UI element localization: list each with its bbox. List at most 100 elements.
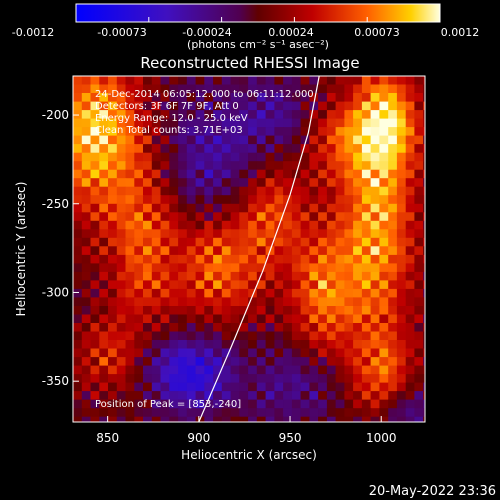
heatmap-cell [300, 169, 310, 179]
heatmap-cell [379, 152, 389, 162]
heatmap-cell [204, 323, 214, 333]
heatmap-cell [213, 195, 223, 205]
heatmap-cell [423, 416, 425, 422]
heatmap-cell [151, 323, 162, 333]
heatmap-cell [204, 135, 214, 145]
heatmap-cell [169, 127, 179, 137]
heatmap-cell [195, 152, 205, 162]
heatmap-cell [423, 391, 425, 401]
heatmap-cell [143, 408, 153, 418]
heatmap-cell [73, 212, 83, 222]
heatmap-cell [388, 399, 398, 409]
footer-date: 20-May-2022 23:36 [369, 484, 496, 499]
heatmap-cell [309, 161, 319, 171]
heatmap-cell [423, 152, 425, 162]
heatmap-cell [125, 280, 135, 290]
heatmap-cell [116, 161, 127, 171]
heatmap-cell [379, 280, 389, 290]
heatmap-cell [300, 229, 310, 239]
heatmap-cell [81, 374, 92, 384]
heatmap-cell [195, 288, 205, 298]
heatmap-cell [99, 297, 109, 307]
heatmap-cell [73, 340, 83, 350]
heatmap-cell [256, 365, 267, 375]
heatmap-cell [221, 297, 232, 307]
heatmap-cell [405, 127, 416, 137]
heatmap-cell [169, 110, 179, 120]
heatmap-cell [90, 254, 100, 264]
heatmap-cell [335, 408, 345, 418]
heatmap-cell [230, 110, 240, 120]
heatmap-cell [195, 118, 205, 128]
heatmap-cell [81, 348, 92, 358]
heatmap-cell [186, 212, 197, 222]
heatmap-cell [396, 348, 407, 358]
heatmap-cell [221, 144, 232, 154]
heatmap-cell [256, 254, 267, 264]
heatmap-cell [388, 220, 398, 230]
heatmap-cell [274, 306, 284, 316]
heatmap-cell [81, 357, 92, 367]
heatmap-cell [204, 110, 214, 120]
heatmap-cell [405, 391, 416, 401]
heatmap-cell [291, 306, 302, 316]
heatmap-cell [396, 246, 407, 256]
heatmap-cell [248, 391, 258, 401]
heatmap-cell [90, 110, 100, 120]
heatmap-cell [178, 340, 188, 350]
heatmap-cell [405, 229, 416, 239]
heatmap-cell [265, 229, 275, 239]
heatmap-cell [143, 152, 153, 162]
heatmap-cell [274, 161, 284, 171]
heatmap-cell [186, 161, 197, 171]
heatmap-cell [221, 84, 232, 94]
heatmap-cell [160, 178, 170, 188]
heatmap-cell [73, 203, 83, 213]
heatmap-cell [73, 186, 83, 196]
heatmap-cell [90, 220, 100, 230]
heatmap-cell [81, 254, 92, 264]
heatmap-cell [221, 110, 232, 120]
heatmap-cell [414, 365, 424, 375]
heatmap-cell [414, 101, 424, 111]
heatmap-cell [353, 152, 363, 162]
heatmap-cell [81, 331, 92, 341]
heatmap-cell [125, 408, 135, 418]
heatmap-cell [256, 101, 267, 111]
heatmap-cell [318, 408, 328, 418]
heatmap-cell [204, 263, 214, 273]
heatmap-cell [283, 178, 293, 188]
heatmap-cell [291, 220, 302, 230]
heatmap-cell [344, 101, 354, 111]
heatmap-cell [370, 280, 380, 290]
heatmap-cell [344, 306, 354, 316]
heatmap-cell [300, 374, 310, 384]
heatmap-cell [335, 271, 345, 281]
heatmap-cell [81, 229, 92, 239]
heatmap-cell [274, 288, 284, 298]
heatmap-cell [274, 391, 284, 401]
heatmap-cell [186, 314, 197, 324]
heatmap-cell [344, 152, 354, 162]
heatmap-cell [143, 203, 153, 213]
heatmap-cell [309, 323, 319, 333]
heatmap-cell [388, 246, 398, 256]
heatmap-cell [230, 220, 240, 230]
heatmap-cell [300, 110, 310, 120]
heatmap-cell [291, 203, 302, 213]
heatmap-cell [134, 271, 144, 281]
heatmap-cell [283, 382, 293, 392]
heatmap-cell [195, 340, 205, 350]
heatmap-cell [361, 118, 372, 128]
heatmap-cell [361, 237, 372, 247]
heatmap-cell [81, 110, 92, 120]
heatmap-cell [344, 331, 354, 341]
heatmap-cell [143, 118, 153, 128]
heatmap-cell [326, 212, 337, 222]
colorbar-units: (photons cm⁻² s⁻¹ asec⁻²) [187, 38, 329, 51]
heatmap-cell [125, 254, 135, 264]
heatmap-cell [370, 118, 380, 128]
heatmap-cell [213, 306, 223, 316]
heatmap-cell [108, 263, 118, 273]
heatmap-cell [291, 340, 302, 350]
